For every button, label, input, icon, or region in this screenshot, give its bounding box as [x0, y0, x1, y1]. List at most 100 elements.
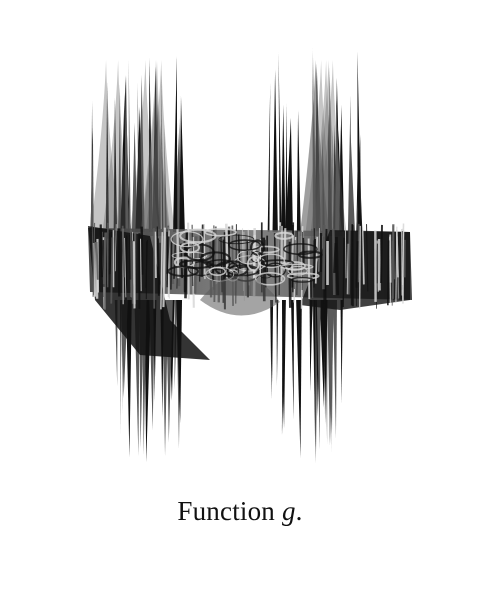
surface-striation	[389, 236, 392, 303]
surface-spike	[322, 130, 325, 232]
surface-spike	[179, 95, 185, 232]
surface-striation	[395, 229, 399, 278]
surface-ripple	[249, 239, 265, 256]
surface-ripple	[167, 265, 199, 277]
surface-striation	[377, 238, 381, 291]
surface-striation	[362, 226, 364, 285]
surface-spike	[278, 52, 282, 233]
surface-sheet	[90, 60, 121, 236]
surface-striation	[314, 236, 319, 284]
surface-spike	[285, 117, 293, 232]
surface-striation	[129, 229, 133, 298]
surface-ripple	[205, 266, 235, 282]
surface-striation	[301, 232, 303, 290]
surface-ripple	[204, 227, 237, 237]
surface-ripple	[200, 251, 231, 267]
surface-striation	[344, 230, 347, 279]
surface-spike	[324, 300, 328, 425]
surface-spike	[276, 300, 279, 386]
caption-suffix: .	[295, 496, 303, 526]
surface-spike	[316, 300, 321, 451]
surface-spike	[135, 107, 143, 232]
surface-spike	[119, 300, 122, 434]
surface-spike	[339, 104, 345, 232]
caption-variable: g	[281, 496, 296, 526]
surface-sheet	[139, 60, 170, 236]
surface-striation	[176, 229, 180, 279]
surface-striation	[386, 240, 390, 306]
surface-spike	[296, 110, 301, 232]
surface-spike	[148, 57, 153, 232]
surface-striation	[156, 226, 159, 279]
surface-striation	[342, 237, 345, 308]
surface-ripple	[286, 272, 320, 280]
surface-striation	[380, 224, 383, 283]
surface-spike	[332, 300, 337, 439]
surface-spike	[272, 69, 278, 233]
surface-spike	[309, 300, 313, 393]
surface-ripple	[218, 234, 255, 245]
surface-striation	[401, 230, 405, 286]
surface-ripple	[287, 265, 308, 276]
surface-sheet	[145, 60, 176, 236]
surface-striation	[160, 232, 164, 310]
surface-ripple	[254, 271, 286, 286]
surface-ripple	[274, 231, 294, 240]
surface-striation	[124, 237, 127, 298]
surface-striation	[110, 237, 114, 304]
surface-striation	[191, 236, 195, 308]
surface-ripple	[280, 263, 314, 270]
surface-sheet	[316, 60, 347, 236]
surface-spike	[282, 300, 286, 429]
surface-spike	[296, 300, 302, 459]
surface-spike	[313, 300, 316, 450]
surface-striation	[170, 236, 173, 290]
surface-spike	[149, 127, 152, 232]
surface-striation	[114, 224, 117, 272]
surface-striation	[153, 231, 157, 279]
surface-central-band	[88, 222, 412, 360]
surface-striation	[283, 228, 287, 271]
surface-striation	[335, 236, 340, 296]
surface-spike	[164, 123, 167, 232]
surface-striation	[273, 233, 277, 303]
figure-caption: Function g.	[0, 496, 480, 527]
surface-sheet	[299, 60, 330, 236]
surface-striation	[366, 224, 369, 292]
surface-striation	[347, 227, 351, 295]
surface-striation	[140, 238, 142, 292]
surface-spike	[349, 126, 355, 232]
surface-striation	[357, 224, 360, 280]
surface-spike	[113, 97, 118, 232]
surface-sheet	[102, 60, 133, 236]
surface-spike	[128, 58, 131, 233]
surface-ripple	[170, 231, 204, 248]
surface-spike	[118, 83, 122, 233]
surface-sheet	[312, 60, 343, 236]
surface-striation	[145, 239, 148, 288]
surface-spike	[291, 300, 294, 420]
surface-striation	[166, 236, 170, 274]
surface-striation	[359, 225, 361, 309]
surface-ripple	[250, 250, 263, 263]
surface-plot-figure	[88, 47, 412, 464]
surface-ripple	[297, 250, 323, 259]
surface-spike	[285, 103, 288, 232]
surface-striation	[322, 224, 326, 290]
surface-spike	[313, 55, 317, 233]
surface-striation	[199, 233, 201, 282]
surface-spike	[327, 300, 334, 434]
surface-bump	[200, 275, 280, 316]
surface-striation	[318, 228, 320, 272]
surface-ripple	[264, 262, 287, 278]
surface-striation	[391, 224, 395, 299]
surface-spike	[270, 300, 273, 400]
surface-spike	[159, 124, 161, 232]
surface-striation	[99, 224, 104, 278]
surface-spike	[161, 69, 164, 233]
surface-striation	[92, 222, 96, 297]
surface-spike	[131, 122, 138, 232]
caption-prefix: Function	[177, 496, 282, 526]
surface-spike	[90, 100, 94, 232]
surface-sheet	[305, 60, 336, 236]
